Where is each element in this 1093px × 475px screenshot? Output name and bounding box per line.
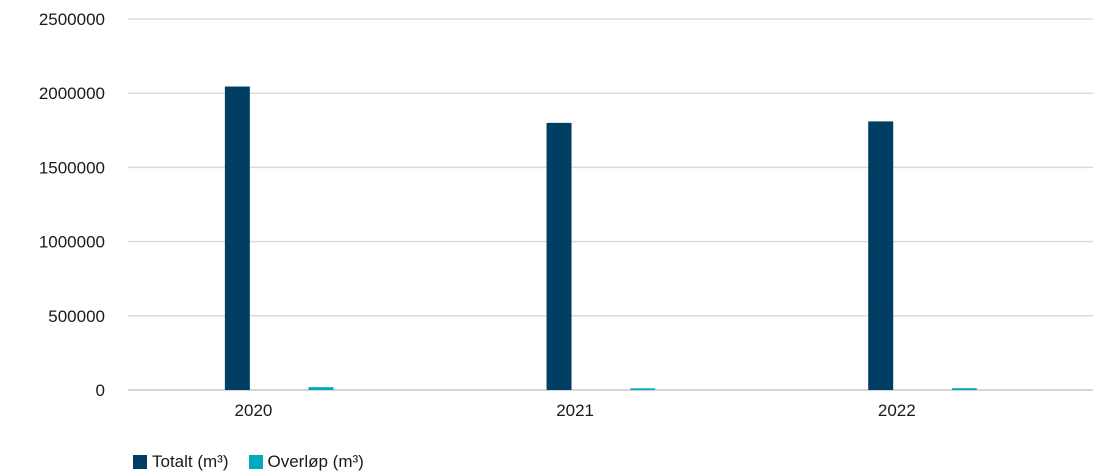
- y-tick-label: 500000: [48, 307, 105, 326]
- x-tick-label: 2022: [878, 401, 916, 420]
- x-tick-label: 2020: [235, 401, 273, 420]
- bar-totalt-2020: [224, 86, 250, 390]
- gridlines: [128, 18, 1093, 391]
- bar-overlop-2021: [630, 388, 656, 390]
- bar-overlop-2020: [308, 387, 334, 390]
- x-axis-ticks: 2020 2021 2022: [235, 401, 916, 420]
- y-axis-ticks: 0 500000 1000000 1500000 2000000 2500000: [39, 10, 105, 400]
- legend-swatch-totalt: [133, 455, 147, 469]
- y-tick-label: 2000000: [39, 84, 105, 103]
- legend-item-overlop: Overløp (m³): [248, 452, 364, 472]
- legend-swatch-overlop: [248, 455, 263, 469]
- legend-label-overlop: Overløp (m³): [267, 452, 364, 471]
- y-tick-label: 2500000: [39, 10, 105, 29]
- bar-totalt-2022: [868, 121, 894, 391]
- bar-chart: 0 500000 1000000 1500000 2000000 2500000 2020…: [39, 10, 1093, 420]
- legend: Totalt (m³) Overløp (m³): [133, 452, 364, 472]
- bars: [224, 86, 977, 391]
- y-tick-label: 0: [96, 381, 105, 400]
- bar-totalt-2021: [546, 122, 572, 390]
- legend-label-totalt: Totalt (m³): [152, 452, 229, 471]
- y-tick-label: 1500000: [39, 158, 105, 177]
- y-tick-label: 1000000: [39, 233, 105, 252]
- bar-overlop-2022: [951, 388, 977, 390]
- x-tick-label: 2021: [556, 401, 594, 420]
- legend-item-totalt: Totalt (m³): [133, 452, 229, 472]
